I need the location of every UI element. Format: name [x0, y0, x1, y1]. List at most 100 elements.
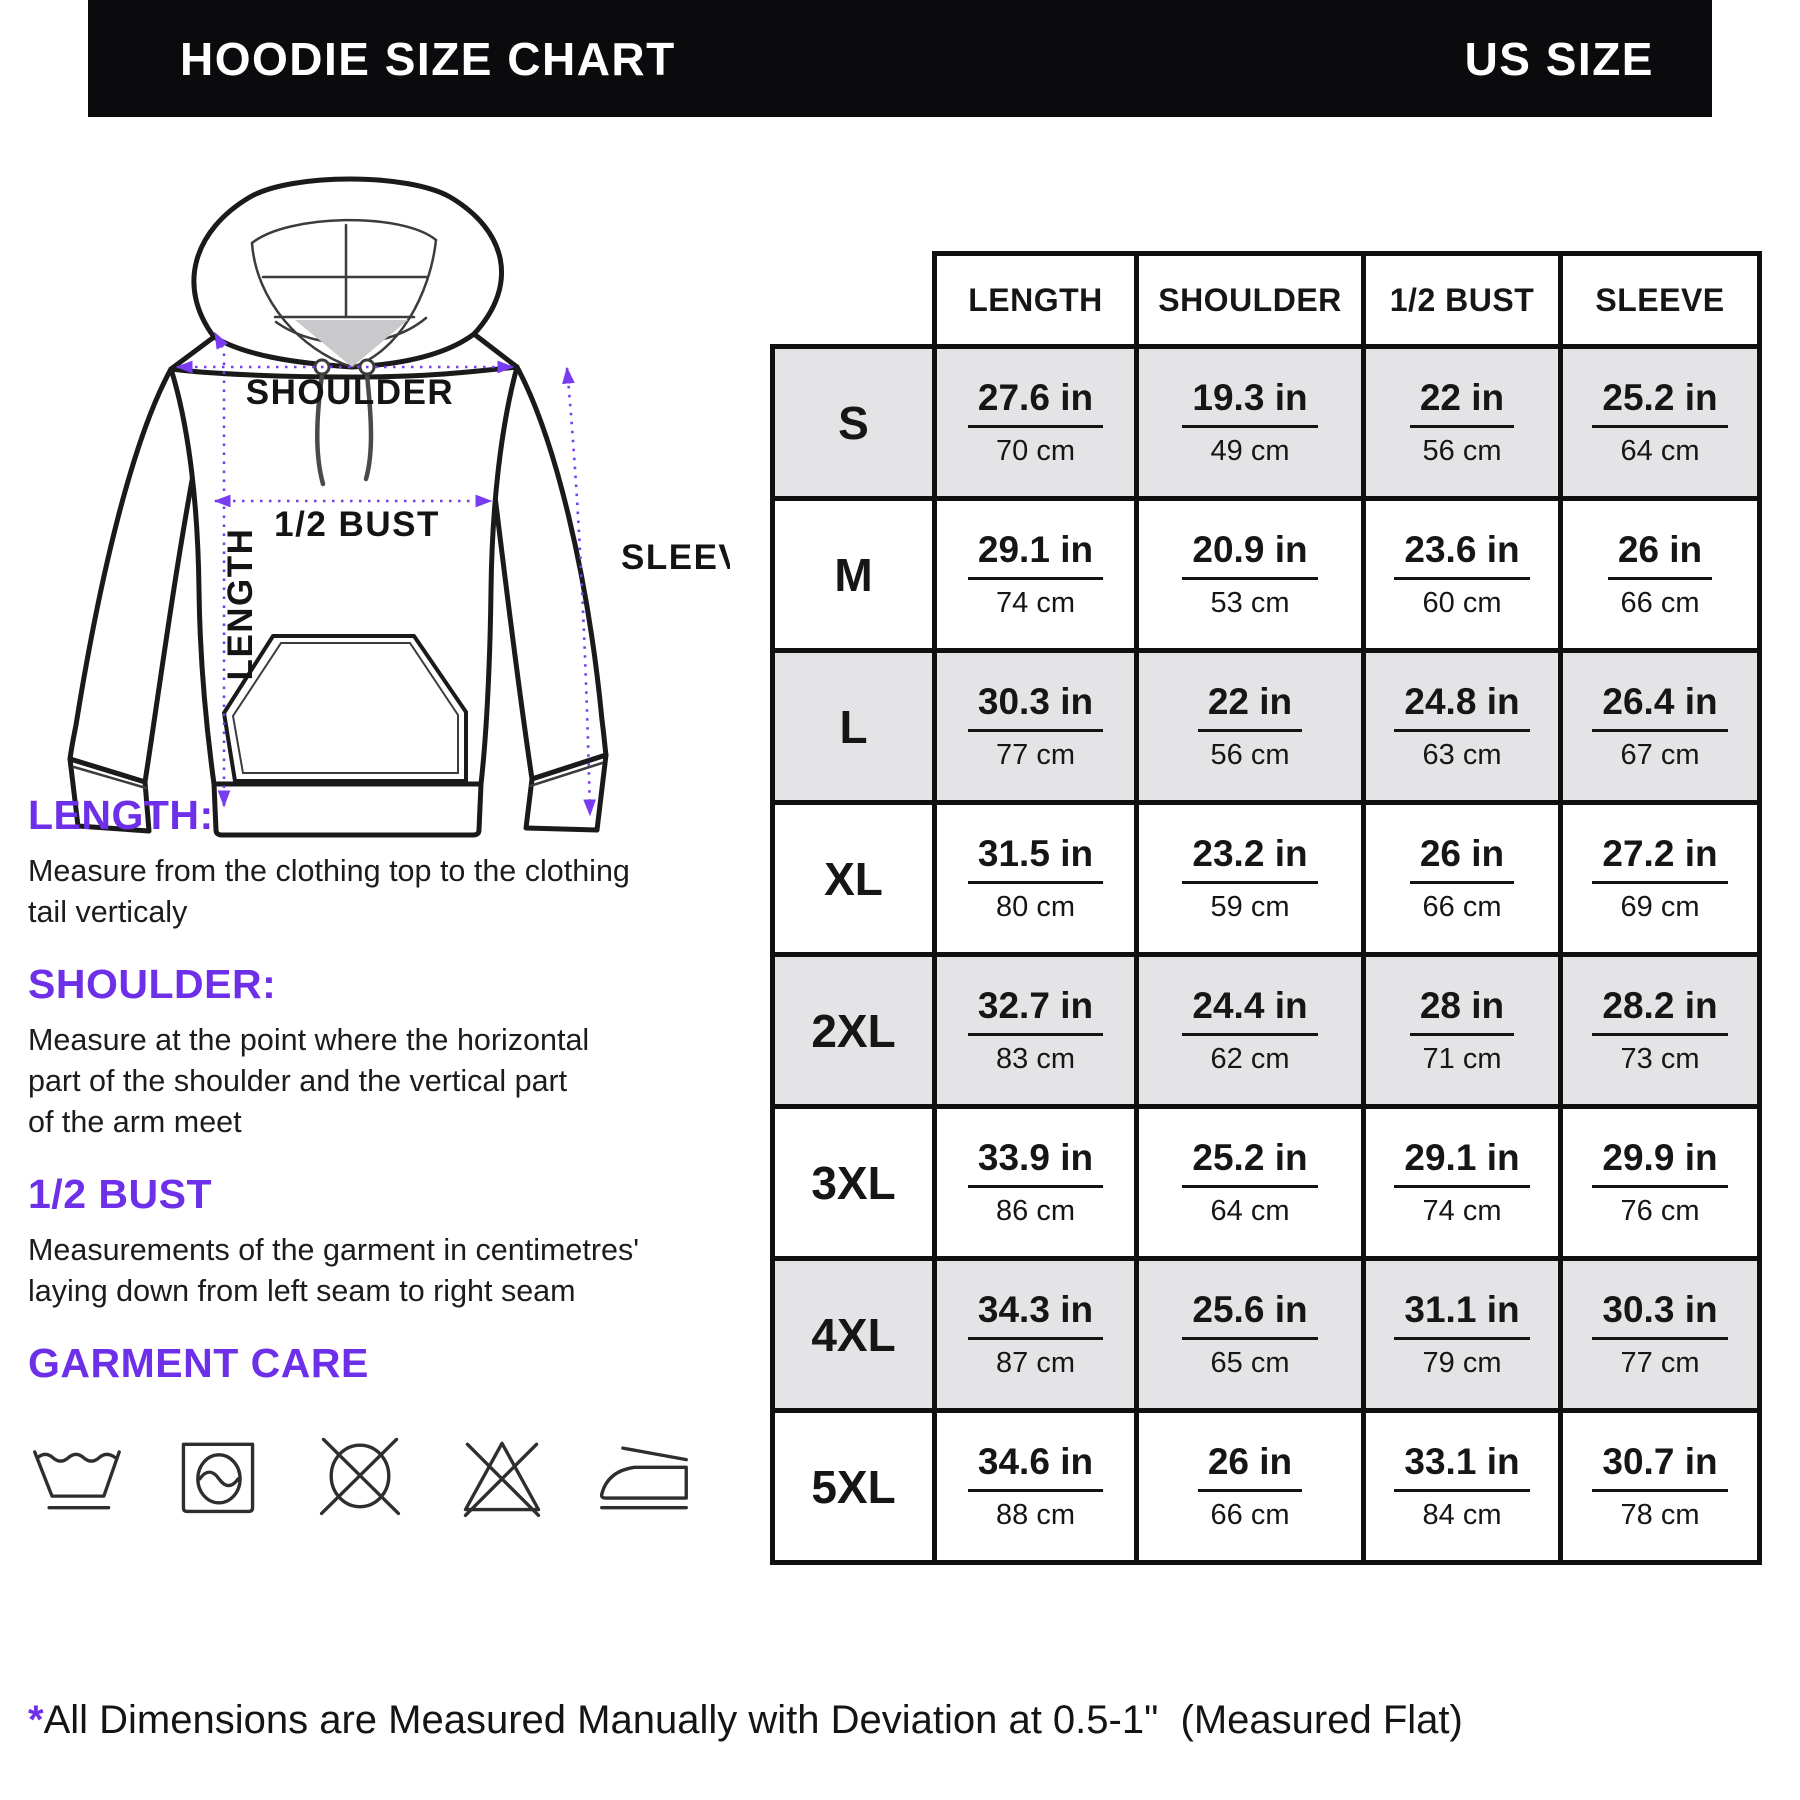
- cm-value: 86 cm: [996, 1195, 1075, 1227]
- measurement-cell: 29.1 in 74 cm: [932, 496, 1139, 653]
- description-line: of the arm meet: [28, 1105, 242, 1139]
- measurement-cell: 29.1 in 74 cm: [1361, 1104, 1563, 1261]
- cm-value: 83 cm: [996, 1043, 1075, 1075]
- column-header-sleeve: SLEEVE: [1558, 251, 1762, 349]
- description-line: Measurements of the garment in centimetr…: [28, 1233, 640, 1267]
- column-header-length: LENGTH: [932, 251, 1139, 349]
- measurement-cell: 19.3 in 49 cm: [1134, 344, 1366, 501]
- title-bar: HOODIE SIZE CHART US SIZE: [88, 0, 1712, 117]
- cm-value: 69 cm: [1620, 891, 1700, 923]
- inch-value: 24.4 in: [1182, 985, 1318, 1036]
- table-corner-spacer: [773, 254, 935, 347]
- cm-value: 78 cm: [1620, 1499, 1700, 1531]
- measurement-arrows: [175, 331, 596, 817]
- description-line: Measure at the point where the horizonta…: [28, 1023, 590, 1057]
- measurement-cell: 31.5 in 80 cm: [932, 800, 1139, 957]
- cm-value: 84 cm: [1422, 1499, 1502, 1531]
- inch-value: 26 in: [1197, 1441, 1303, 1492]
- footnote: *All Dimensions are Measured Manually wi…: [28, 1698, 1463, 1743]
- measurement-cell: 26 in 66 cm: [1134, 1408, 1366, 1565]
- cm-value: 71 cm: [1422, 1043, 1502, 1075]
- table-row: M 29.1 in 74 cm 20.9 in 53 cm 23.6 in 60 cm…: [770, 496, 1762, 653]
- cm-value: 63 cm: [1422, 739, 1502, 771]
- inch-value: 27.2 in: [1592, 833, 1728, 884]
- inch-value: 25.2 in: [1592, 377, 1728, 428]
- table-row: L 30.3 in 77 cm 22 in 56 cm 24.8 in 63 cm 2…: [770, 648, 1762, 805]
- inch-value: 31.5 in: [967, 833, 1104, 884]
- inch-value: 28.2 in: [1592, 985, 1728, 1036]
- measurement-cell: 23.2 in 59 cm: [1134, 800, 1366, 957]
- measurement-cell: 27.2 in 69 cm: [1558, 800, 1762, 957]
- inch-value: 30.3 in: [1592, 1289, 1728, 1340]
- garment-care-icons: [28, 1429, 718, 1521]
- cm-value: 49 cm: [1210, 435, 1290, 467]
- footnote-text: All Dimensions are Measured Manually wit…: [43, 1698, 1463, 1742]
- shoulder-description: Measure at the point where the horizonta…: [28, 1020, 718, 1143]
- inch-value: 23.2 in: [1182, 833, 1318, 884]
- diagram-shoulder-label: SHOULDER: [246, 373, 454, 412]
- garment-care-heading: GARMENT CARE: [28, 1340, 369, 1386]
- inch-value: 33.1 in: [1394, 1441, 1530, 1492]
- inch-value: 22 in: [1409, 377, 1515, 428]
- measurement-cell: 30.7 in 78 cm: [1558, 1408, 1762, 1565]
- inch-value: 28 in: [1409, 985, 1515, 1036]
- cm-value: 73 cm: [1620, 1043, 1700, 1075]
- cm-value: 77 cm: [996, 739, 1075, 771]
- size-label: 3XL: [770, 1104, 937, 1261]
- inch-value: 26 in: [1409, 833, 1515, 884]
- sleeve-arrow: [562, 366, 596, 817]
- inch-value: 24.8 in: [1394, 681, 1530, 732]
- cm-value: 64 cm: [1210, 1195, 1290, 1227]
- size-label: L: [770, 648, 937, 805]
- inch-value: 29.1 in: [967, 529, 1104, 580]
- inch-value: 26 in: [1607, 529, 1713, 580]
- cm-value: 74 cm: [1422, 1195, 1502, 1227]
- inch-value: 27.6 in: [967, 377, 1104, 428]
- column-header-half-bust: 1/2 BUST: [1361, 251, 1563, 349]
- cm-value: 76 cm: [1620, 1195, 1700, 1227]
- measurement-descriptions: LENGTH: Measure from the clothing top to…: [28, 792, 718, 1521]
- measurement-cell: 29.9 in 76 cm: [1558, 1104, 1762, 1261]
- cm-value: 53 cm: [1210, 587, 1290, 619]
- shoulder-heading: SHOULDER:: [28, 961, 277, 1007]
- cm-value: 64 cm: [1620, 435, 1700, 467]
- measurement-cell: 24.8 in 63 cm: [1361, 648, 1563, 805]
- measurement-cell: 28 in 71 cm: [1361, 952, 1563, 1109]
- table-row: 4XL 34.3 in 87 cm 25.6 in 65 cm 31.1 in 79 …: [770, 1256, 1762, 1413]
- measurement-cell: 34.6 in 88 cm: [932, 1408, 1139, 1565]
- half-bust-heading: 1/2 BUST: [28, 1171, 212, 1217]
- measurement-cell: 24.4 in 62 cm: [1134, 952, 1366, 1109]
- cm-value: 66 cm: [1620, 587, 1700, 619]
- measurement-cell: 26 in 66 cm: [1361, 800, 1563, 957]
- drawstrings: [315, 372, 374, 487]
- cm-value: 70 cm: [996, 435, 1075, 467]
- measurement-cell: 20.9 in 53 cm: [1134, 496, 1366, 653]
- cm-value: 59 cm: [1210, 891, 1290, 923]
- hand-wash-icon: [33, 1450, 121, 1510]
- size-label: 4XL: [770, 1256, 937, 1413]
- inch-value: 34.6 in: [967, 1441, 1104, 1492]
- cm-value: 56 cm: [1210, 739, 1290, 771]
- measurement-cell: 25.2 in 64 cm: [1134, 1104, 1366, 1261]
- half-bust-description: Measurements of the garment in centimetr…: [28, 1230, 718, 1312]
- table-row: XL 31.5 in 80 cm 23.2 in 59 cm 26 in 66 cm …: [770, 800, 1762, 957]
- column-header-shoulder: SHOULDER: [1134, 251, 1366, 349]
- inch-value: 29.1 in: [1394, 1137, 1530, 1188]
- cm-value: 79 cm: [1422, 1347, 1502, 1379]
- footnote-asterisk: *: [28, 1698, 44, 1742]
- size-label: S: [770, 344, 937, 501]
- page-title: HOODIE SIZE CHART: [180, 32, 676, 85]
- size-label: M: [770, 496, 937, 653]
- cm-value: 66 cm: [1210, 1499, 1290, 1531]
- length-heading: LENGTH:: [28, 792, 214, 838]
- do-not-dry-clean-icon: [319, 1437, 401, 1516]
- measurement-cell: 34.3 in 87 cm: [932, 1256, 1139, 1413]
- measurement-cell: 33.1 in 84 cm: [1361, 1408, 1563, 1565]
- inch-value: 30.3 in: [967, 681, 1104, 732]
- measurement-cell: 22 in 56 cm: [1361, 344, 1563, 501]
- table-header-row: LENGTH SHOULDER 1/2 BUST SLEEVE: [773, 251, 1762, 349]
- table-row: 2XL 32.7 in 83 cm 24.4 in 62 cm 28 in 71 cm…: [770, 952, 1762, 1109]
- table-row: 3XL 33.9 in 86 cm 25.2 in 64 cm 29.1 in 74 …: [770, 1104, 1762, 1261]
- size-region-label: US SIZE: [1464, 32, 1654, 85]
- cm-value: 67 cm: [1620, 739, 1700, 771]
